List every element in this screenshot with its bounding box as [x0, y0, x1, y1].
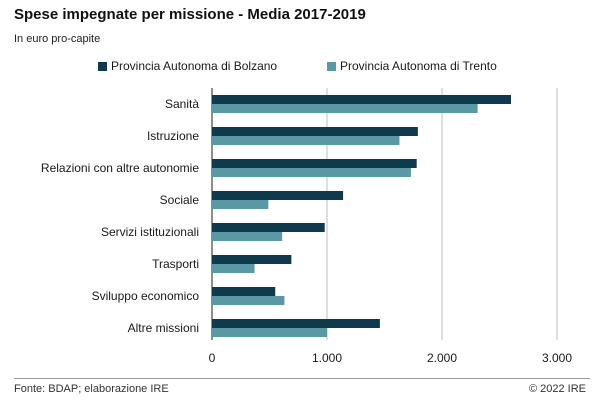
category-label: Istruzione [147, 129, 199, 143]
copyright-note: © 2022 IRE [528, 383, 586, 395]
legend: Provincia Autonoma di Bolzano Provincia A… [98, 59, 497, 73]
bar-bolzano [212, 287, 276, 296]
bar-bolzano [212, 223, 325, 232]
bar-bolzano [212, 255, 292, 264]
bar-chart: Provincia Autonoma di Bolzano Provincia A… [41, 59, 573, 365]
category-label: Trasporti [152, 257, 199, 271]
category-label: Servizi istituzionali [101, 225, 199, 239]
x-tick-label: 1.000 [312, 351, 342, 365]
bar-trento [212, 136, 400, 145]
bar-trento [212, 104, 478, 113]
x-tick-label: 2.000 [427, 351, 457, 365]
bar-trento [212, 200, 269, 209]
bar-bolzano [212, 127, 418, 136]
bar-trento [212, 328, 327, 337]
category-label: Relazioni con altre autonomie [41, 161, 199, 175]
x-axis-ticks: 0 1.000 2.000 3.000 [209, 351, 573, 365]
source-note: Fonte: BDAP; elaborazione IRE [14, 383, 169, 395]
category-label: Sanità [165, 97, 199, 111]
bar-bolzano [212, 319, 380, 328]
footer: Fonte: BDAP; elaborazione IRE © 2022 IRE [14, 378, 590, 397]
bar-trento [212, 264, 255, 273]
chart-title: Spese impegnate per missione - Media 201… [14, 6, 366, 23]
bar-trento [212, 168, 411, 177]
bar-trento [212, 296, 285, 305]
legend-swatch-2 [327, 62, 336, 71]
legend-label-2: Provincia Autonoma di Trento [340, 59, 497, 73]
legend-swatch-1 [98, 62, 107, 71]
category-label: Sviluppo economico [92, 289, 200, 303]
category-labels: Sanità Istruzione Relazioni con altre auto… [41, 97, 199, 335]
bar-bolzano [212, 159, 417, 168]
category-label: Altre missioni [128, 321, 199, 335]
category-label: Sociale [160, 193, 200, 207]
bar-trento [212, 232, 283, 241]
bar-bolzano [212, 191, 344, 200]
x-tick-label: 3.000 [542, 351, 572, 365]
chart-subtitle: In euro pro-capite [14, 33, 101, 45]
bar-bolzano [212, 95, 511, 104]
legend-label-1: Provincia Autonoma di Bolzano [111, 59, 277, 73]
bars [212, 95, 511, 337]
x-tick-label: 0 [209, 351, 216, 365]
